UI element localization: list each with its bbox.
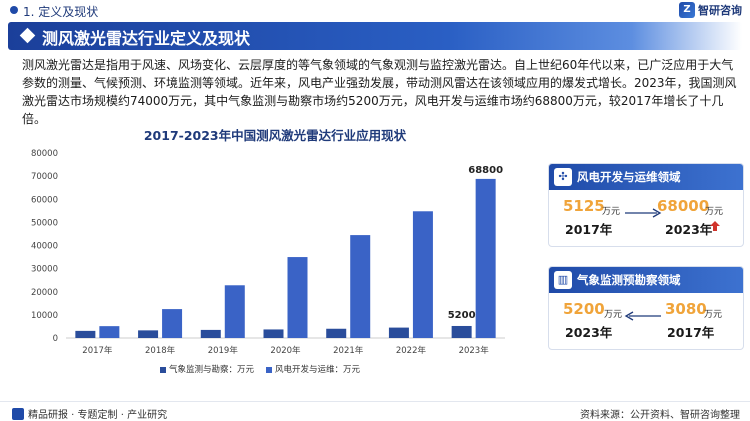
wind-card-header: ✣ 风电开发与运维领域 [549,164,743,190]
weather-right-unit: 万元 [704,310,723,320]
logo-mark-icon: Z [679,2,695,18]
right-arrow-icon [625,208,662,218]
up-arrow-icon [710,221,720,231]
page-title: 测风激光雷达行业定义及现状 [42,29,251,48]
bar-wind [99,326,120,338]
x-tick-label: 2021年 [333,345,364,356]
x-tick-label: 2023年 [459,345,490,356]
y-tick-label: 60000 [31,195,58,205]
bar-wind [412,211,433,338]
wind-turbine-icon: ✣ [554,168,572,186]
left-arrow-icon [624,311,661,321]
logo-text: 智研咨询 [698,4,742,17]
bar-weather [138,330,159,338]
weather-card-header: ▥ 气象监测预勘察领域 [549,267,743,293]
weather-right-value: 3080 [665,300,707,318]
bar-chart: 0 10000 20000 30000 40000 50000 60000 70000 8000… [31,149,505,356]
footer-source: 资料来源：公开资料、智研咨询整理 [580,410,740,421]
brand-logo: Z 智研咨询 [679,2,742,18]
bar-weather [75,330,96,338]
legend-item-wind: 风电开发与运维：万元 [266,363,360,375]
wind-right-year: 2023年 [665,222,713,237]
wind-right-unit: 万元 [705,207,724,217]
bar-weather [326,328,347,338]
weather-left-unit: 万元 [604,310,623,320]
bar-wind [224,285,245,338]
x-tick-label: 2018年 [145,345,176,356]
wind-left-unit: 万元 [602,207,621,217]
y-tick-label: 80000 [31,149,58,159]
weather-right-year: 2017年 [667,325,715,340]
section-dot-icon [10,6,18,14]
intro-paragraph: 测风激光雷达是指用于风速、风场变化、云层厚度的等气象领域的气象观测与监控激光雷达… [22,58,737,126]
bar-wind [162,309,183,338]
y-tick-label: 70000 [31,172,58,182]
footer-logo-icon [12,407,24,420]
bar-weather [388,327,409,338]
bar-weather [451,325,472,338]
x-tick-label: 2019年 [208,345,239,356]
y-tick-label: 0 [53,334,58,344]
footer-left: 精品研报 · 专题定制 · 产业研究 [12,406,167,421]
weather-left-year: 2023年 [565,325,613,340]
legend-label-wind: 风电开发与运维：万元 [275,365,361,375]
legend-swatch-wind [266,366,273,373]
weather-card-title: 气象监测预勘察领域 [577,273,681,287]
bar-wind [287,257,308,338]
diamond-icon [19,27,36,44]
wind-card-title: 风电开发与运维领域 [577,170,681,184]
wind-right-value: 68000 [657,197,710,215]
page-title-bar: 测风激光雷达行业定义及现状 [8,22,742,50]
wind-card: ✣ 风电开发与运维领域 5125 万元 2017年 68000 万元 2023年 [548,163,744,247]
bar-weather [263,329,284,338]
data-label: 68800 [468,165,503,176]
legend-item-weather: 气象监测与勘察：万元 [160,363,254,375]
bar-wind [475,178,496,338]
chart-legend: 气象监测与勘察：万元 风电开发与运维：万元 [160,363,360,375]
legend-swatch-weather [160,366,166,373]
footer-tagline: 精品研报 · 专题定制 · 产业研究 [28,410,168,421]
weather-left-value: 5200 [563,300,605,318]
bar-chart-icon: ▥ [554,271,572,289]
wind-left-year: 2017年 [565,222,613,237]
x-tick-label: 2020年 [270,345,301,356]
chart-title: 2017-2023年中国测风激光雷达行业应用现状 [143,128,407,143]
footer: 精品研报 · 专题定制 · 产业研究 资料来源：公开资料、智研咨询整理 [0,401,750,421]
bar-weather [200,329,221,338]
weather-card: ▥ 气象监测预勘察领域 5200 万元 2023年 3080 万元 2017年 [548,266,744,350]
wind-left-value: 5125 [563,197,605,215]
x-tick-label: 2022年 [396,345,427,356]
y-tick-label: 20000 [31,288,58,298]
section-label: 1. 定义及现状 [23,5,99,19]
legend-label-weather: 气象监测与勘察：万元 [169,365,255,375]
y-tick-label: 40000 [31,242,58,252]
data-label: 5200 [448,310,476,321]
x-tick-label: 2017年 [82,345,113,356]
y-tick-label: 30000 [31,265,58,275]
top-bar: 1. 定义及现状 Z 智研咨询 [0,0,750,22]
bar-wind [350,235,371,338]
y-tick-label: 50000 [31,218,58,228]
y-tick-label: 10000 [31,311,58,321]
